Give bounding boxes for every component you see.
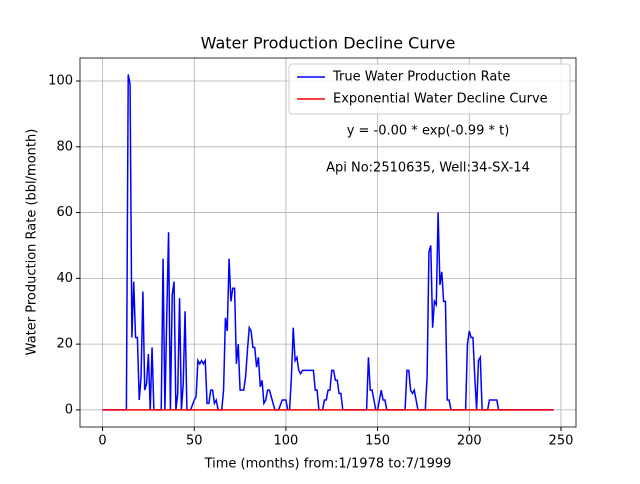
x-axis-label: Time (months) from:1/1978 to:7/1999 xyxy=(204,457,452,472)
annotation: y = -0.00 * exp(-0.99 * t) xyxy=(347,124,510,139)
x-tick-label: 150 xyxy=(365,434,390,449)
y-tick-label: 80 xyxy=(56,139,73,154)
x-tick-label: 250 xyxy=(549,434,574,449)
legend-label: True Water Production Rate xyxy=(332,70,510,85)
chart-title: Water Production Decline Curve xyxy=(201,34,456,53)
legend-label: Exponential Water Decline Curve xyxy=(333,92,548,107)
y-tick-label: 20 xyxy=(56,337,73,352)
x-tick-label: 100 xyxy=(274,434,299,449)
x-tick-label: 0 xyxy=(98,434,106,449)
x-tick-label: 200 xyxy=(457,434,482,449)
legend-box xyxy=(288,63,571,115)
y-tick-label: 40 xyxy=(56,271,73,286)
annotation: Api No:2510635, Well:34-SX-14 xyxy=(326,161,530,176)
x-tick-label: 50 xyxy=(186,434,203,449)
plot-frame xyxy=(79,57,577,428)
y-tick-label: 60 xyxy=(56,205,73,220)
y-axis-label: Water Production Rate (bbl/month) xyxy=(25,129,40,356)
y-tick-label: 100 xyxy=(48,74,73,89)
y-tick-label: 0 xyxy=(65,402,73,417)
